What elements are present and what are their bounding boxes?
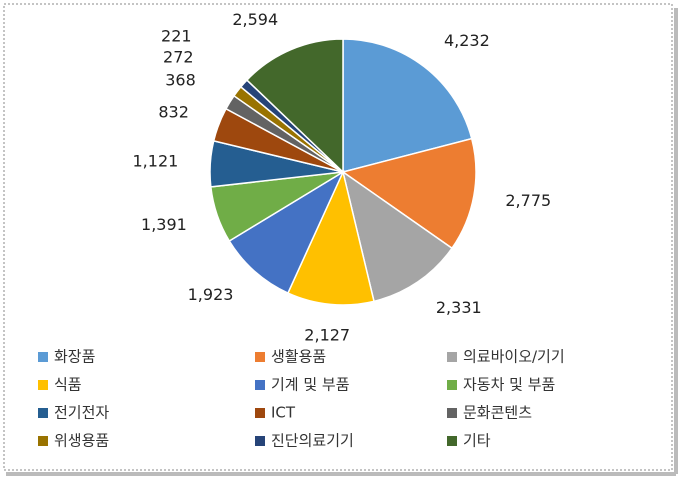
legend-swatch — [38, 380, 48, 390]
legend-swatch — [38, 408, 48, 418]
pie-slice — [286, 169, 375, 306]
data-label: 221 — [161, 26, 192, 45]
data-label: 2,331 — [436, 298, 482, 317]
legend-label: 의료바이오/기기 — [463, 348, 565, 366]
data-label: 2,127 — [304, 326, 350, 345]
legend-label: 자동차 및 부품 — [463, 376, 555, 394]
legend-label: 진단의료기기 — [271, 432, 354, 450]
legend-swatch — [255, 352, 265, 362]
data-label: 1,391 — [141, 215, 187, 234]
legend-swatch — [38, 436, 48, 446]
legend-swatch — [447, 380, 457, 390]
legend-swatch — [255, 436, 265, 446]
data-label: 1,121 — [133, 151, 179, 170]
data-label: 832 — [158, 102, 189, 121]
legend-label: 전기전자 — [54, 404, 109, 422]
pie-slice — [245, 38, 344, 174]
legend-label: 화장품 — [54, 348, 95, 366]
legend-swatch — [255, 408, 265, 418]
pie-slice — [341, 170, 454, 303]
legend-label: 위생용품 — [54, 432, 109, 450]
data-label: 2,594 — [232, 10, 278, 29]
data-label: 4,232 — [444, 31, 490, 50]
legend-label: 기계 및 부품 — [271, 376, 350, 394]
legend-label: 기타 — [463, 432, 491, 450]
legend-swatch — [38, 352, 48, 362]
pie-slice — [342, 38, 473, 173]
legend-swatch — [447, 436, 457, 446]
legend-label: 생활용품 — [271, 348, 326, 366]
legend-label: 문화콘텐츠 — [463, 404, 532, 422]
legend-label: 식품 — [54, 376, 82, 394]
legend-swatch — [447, 352, 457, 362]
data-label: 2,775 — [505, 191, 551, 210]
data-label: 272 — [163, 47, 194, 66]
data-label: 368 — [165, 71, 196, 90]
legend-swatch — [255, 380, 265, 390]
legend-label: ICT — [271, 404, 296, 422]
data-label: 1,923 — [188, 285, 234, 304]
pie-slice — [341, 137, 477, 250]
pie-slice — [228, 170, 345, 295]
legend-swatch — [447, 408, 457, 418]
